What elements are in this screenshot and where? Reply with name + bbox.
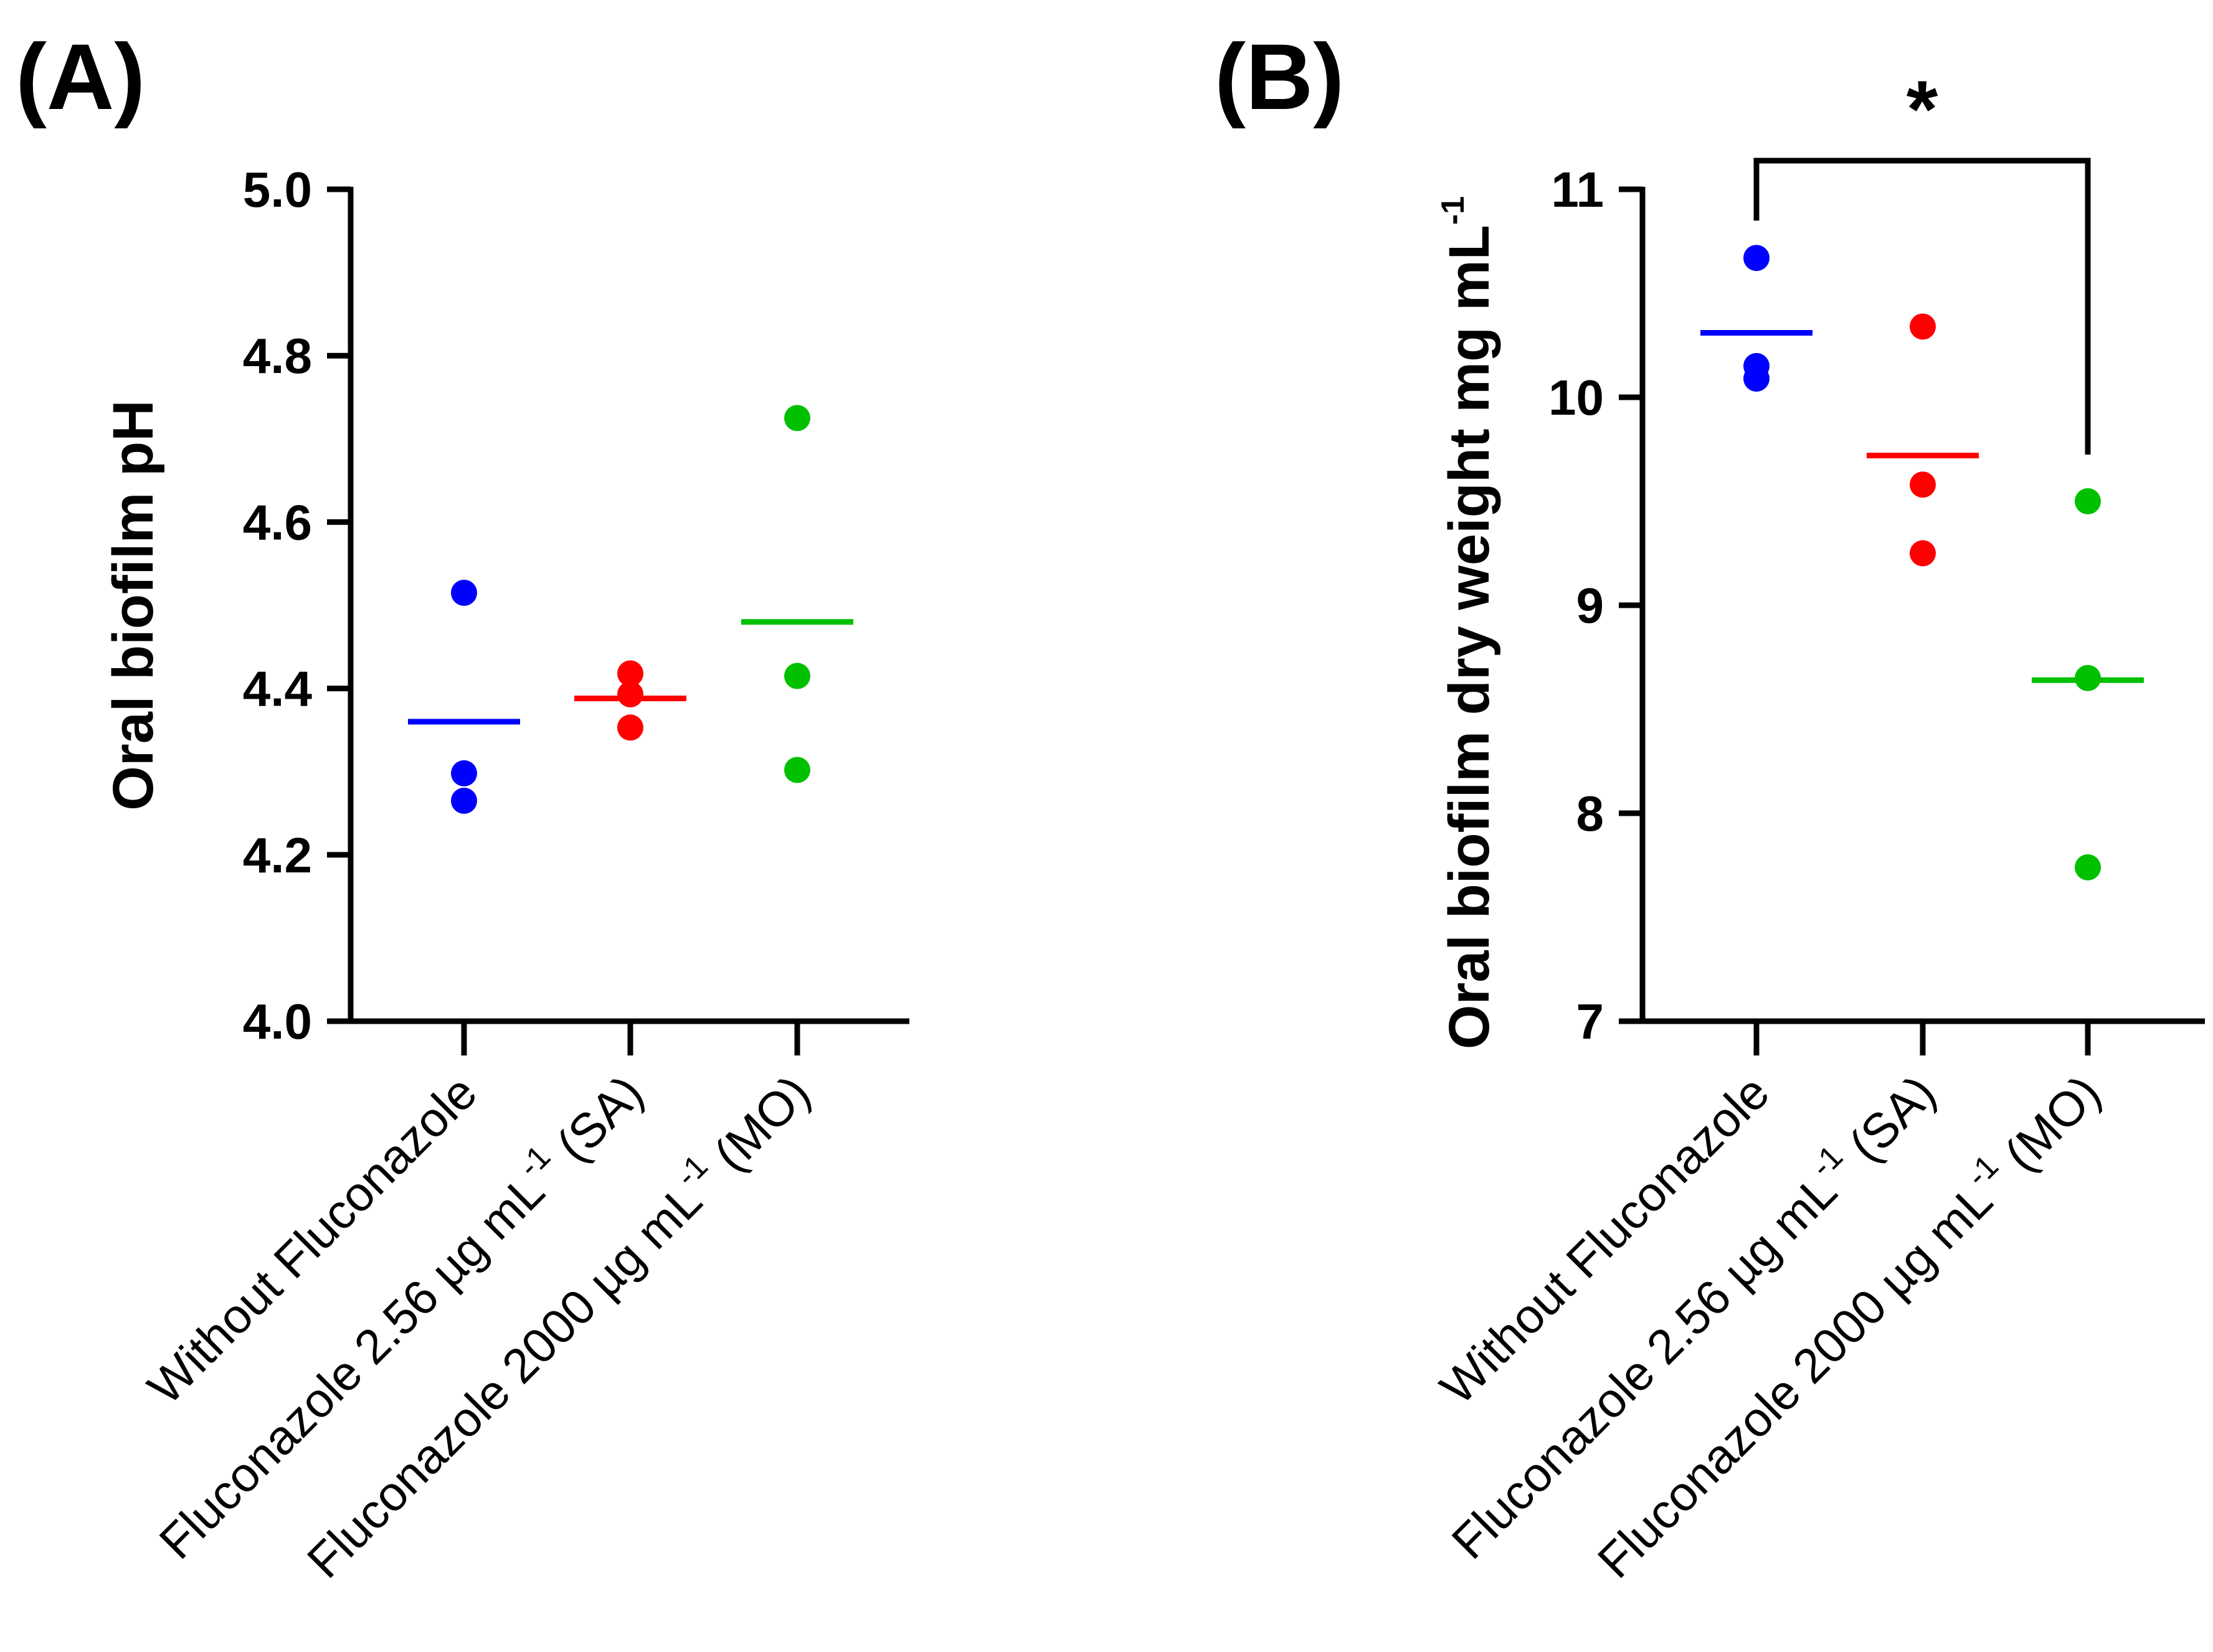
y-tick-label: 4.6 — [243, 494, 312, 550]
y-tick-label: 5.0 — [243, 162, 312, 217]
y-tick-label: 4.4 — [243, 661, 313, 717]
data-point — [1910, 471, 1936, 498]
x-category-label-suffix: (MO) — [694, 1065, 820, 1191]
y-axis-title: Oral biofilm pH — [102, 400, 165, 810]
y-axis-title: Oral biofilm dry weight mg mL-1 — [1435, 196, 1501, 1049]
x-category-label-main: Without Fluconazole — [137, 1065, 487, 1415]
data-point — [1743, 245, 1770, 271]
y-axis-title-main: Oral biofilm pH — [102, 400, 165, 810]
data-point — [617, 714, 643, 741]
y-tick-label: 4.2 — [243, 828, 312, 883]
data-point — [784, 757, 810, 783]
data-point — [617, 660, 643, 687]
data-point — [617, 681, 643, 707]
significance-bracket — [1753, 158, 2091, 455]
y-tick-label: 9 — [1576, 578, 1604, 633]
y-axis-title-main: Oral biofilm dry weight mg mL — [1438, 225, 1501, 1049]
data-point — [1743, 365, 1770, 392]
panel-label: (B) — [1215, 24, 1344, 129]
y-tick-label: 11 — [1551, 162, 1604, 217]
data-point — [2075, 854, 2101, 880]
panel-a: (A) 4.0 4.2 4.4 4.6 4.8 5.0 Oral biofilm pH With… — [16, 24, 909, 1588]
panel-b: (B) 7 8 9 10 11 Oral biofilm dry weight mg mL-… — [1215, 24, 2205, 1588]
data-point — [1910, 540, 1936, 567]
y-tick-label: 8 — [1576, 786, 1604, 841]
y-tick-label: 7 — [1576, 994, 1604, 1049]
y-tick-label: 4.0 — [243, 994, 312, 1049]
panel-label: (A) — [16, 24, 145, 129]
y-axis-title-sup: -1 — [1435, 196, 1471, 225]
data-point — [451, 579, 477, 606]
data-point — [451, 760, 477, 786]
x-category-label: Without Fluconazole — [137, 1065, 487, 1415]
data-point — [451, 787, 477, 814]
data-point — [784, 663, 810, 689]
y-tick-label: 10 — [1548, 370, 1604, 425]
data-point — [2075, 488, 2101, 514]
data-point — [1910, 313, 1936, 340]
significance-marker: * — [1907, 64, 1938, 154]
y-tick-label: 4.8 — [243, 328, 312, 384]
x-category-label: Without Fluconazole — [1429, 1065, 1779, 1415]
x-category-label-main: Without Fluconazole — [1429, 1065, 1779, 1415]
x-category-label-suffix: (MO) — [1984, 1065, 2111, 1191]
data-point — [784, 405, 810, 432]
